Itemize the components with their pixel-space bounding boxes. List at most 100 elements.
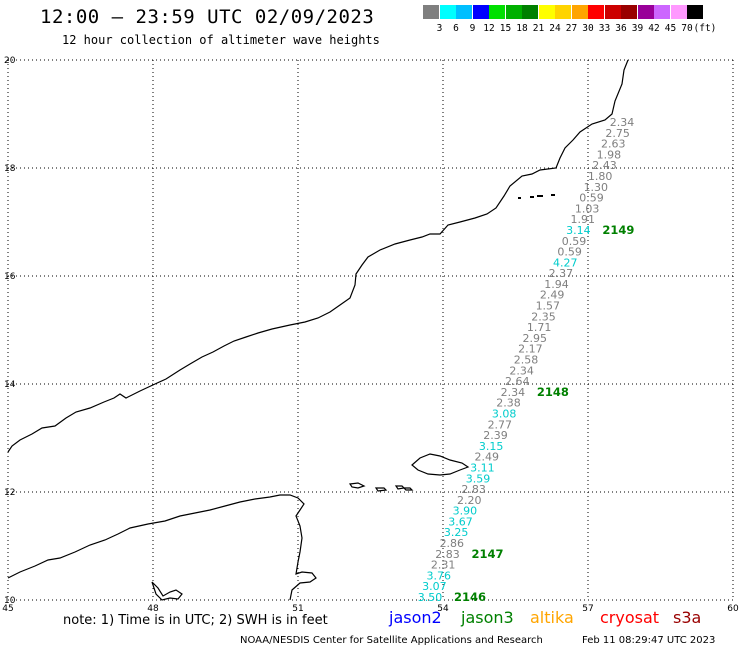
pass-number-labels: 2149 2148 2147 2146: [454, 223, 634, 604]
y-tick-label: 16: [4, 272, 16, 282]
scale-swatch: [522, 5, 538, 19]
legend-jason3: jason3: [461, 608, 514, 627]
scale-swatch: [670, 5, 687, 19]
island-large: [411, 453, 470, 476]
scale-label: 24: [549, 23, 561, 34]
swh-value: 3.08: [492, 407, 517, 420]
swh-value: 3.50: [418, 591, 443, 604]
swh-value: 3.14: [566, 224, 591, 237]
island-small-1: [348, 482, 366, 489]
swh-value: 2.95: [522, 332, 547, 345]
legend-jason2: jason2: [389, 608, 442, 627]
swh-value: 3.76: [426, 569, 451, 582]
scale-swatch: [489, 5, 505, 19]
swh-value: 2.35: [531, 310, 556, 323]
x-tick-label: 54: [437, 604, 449, 614]
swh-value: 2.43: [592, 159, 617, 172]
scale-swatch: [637, 5, 654, 19]
scale-label: 27: [565, 23, 578, 34]
x-tick-label: 51: [292, 604, 303, 614]
swh-value: 2.49: [474, 451, 499, 464]
scale-label: 15: [499, 23, 512, 34]
swh-value: 2.77: [488, 418, 513, 431]
map-grid: [7, 59, 734, 601]
swh-value: 2.49: [540, 289, 565, 302]
swh-value: 4.27: [553, 256, 578, 269]
scale-swatch: [588, 5, 604, 19]
scale-label: 36: [615, 23, 627, 34]
scale-swatch: [472, 5, 489, 19]
axis-tick-labels: 45 48 51 54 57 60 20 18 16 14 12 10: [2, 56, 739, 614]
coastal-islands: [151, 581, 183, 601]
pass-number: 2149: [602, 223, 634, 237]
x-tick-label: 45: [2, 604, 13, 614]
coastal-dots: [518, 194, 555, 199]
swh-value: 2.86: [440, 537, 465, 550]
scale-swatch: [423, 5, 439, 19]
swh-value: 3.67: [448, 515, 473, 528]
scale-label: 3: [436, 23, 443, 34]
swh-value: 1.30: [584, 181, 609, 194]
swh-value: 3.15: [479, 440, 504, 453]
swh-value: 1.91: [570, 213, 595, 226]
swh-value: 3.90: [453, 505, 478, 518]
y-tick-label: 12: [4, 488, 15, 498]
generated-timestamp: Feb 11 08:29:47 UTC 2023: [582, 635, 716, 646]
x-tick-label: 60: [727, 604, 739, 614]
scale-label: 9: [469, 23, 476, 34]
swh-value: 1.57: [536, 300, 561, 313]
swh-value: 2.83: [435, 548, 460, 561]
scale-swatch: [571, 5, 588, 19]
swh-value: 3.25: [444, 526, 469, 539]
swh-value: 2.63: [601, 138, 626, 151]
x-tick-label: 57: [582, 604, 593, 614]
scale-label: 6: [453, 23, 459, 34]
swh-value: 1.80: [588, 170, 613, 183]
swh-value: 0.59: [579, 192, 604, 205]
swh-value: 2.64: [505, 375, 530, 388]
scale-swatch: [555, 5, 571, 19]
scale-label: 45: [664, 23, 677, 34]
coastline-main: [7, 59, 629, 453]
scale-swatch: [538, 5, 555, 19]
swh-value: 2.31: [431, 559, 456, 572]
swh-value: 2.38: [496, 397, 521, 410]
scale-label: 12: [483, 23, 495, 34]
wave-height-observations: 2.342.752.631.982.431.801.300.591.031.91…: [418, 116, 635, 604]
scale-label: 21: [532, 23, 545, 34]
coastline: [7, 59, 629, 601]
swh-value: 2.37: [549, 267, 574, 280]
swh-value: 2.34: [509, 364, 534, 377]
map-subtitle: 12 hour collection of altimeter wave hei…: [62, 33, 380, 47]
y-tick-label: 18: [4, 164, 16, 174]
legend-s3a: s3a: [673, 608, 702, 627]
scale-swatch: [687, 5, 703, 19]
legend-altika: altika: [530, 608, 574, 627]
credit-line: NOAA/NESDIS Center for Satellite Applica…: [240, 635, 543, 646]
scale-swatch: [654, 5, 670, 19]
swh-value: 2.20: [457, 494, 482, 507]
swh-value: 2.75: [605, 127, 630, 140]
scale-swatch: [621, 5, 637, 19]
scale-label: 18: [516, 23, 528, 34]
scale-label: 33: [598, 23, 611, 34]
pass-number: 2146: [454, 590, 486, 604]
scale-label: 30: [582, 23, 594, 34]
swh-value: 1.71: [527, 321, 552, 334]
swh-value: 2.39: [483, 429, 508, 442]
coastline-south: [7, 494, 317, 601]
scale-label: 39: [631, 23, 644, 34]
swh-value: 0.59: [562, 235, 587, 248]
scale-label: 42: [648, 23, 660, 34]
swh-value: 2.17: [518, 343, 543, 356]
x-tick-label: 48: [147, 604, 159, 614]
scale-swatch: [505, 5, 522, 19]
swh-value: 1.03: [575, 202, 600, 215]
map-title: 12:00 – 23:59 UTC 02/09/2023: [40, 6, 375, 28]
swh-value: 3.07: [422, 580, 447, 593]
scale-swatch: [456, 5, 472, 19]
y-tick-label: 20: [4, 56, 16, 66]
y-tick-label: 10: [4, 596, 16, 606]
pass-number: 2148: [537, 385, 569, 399]
